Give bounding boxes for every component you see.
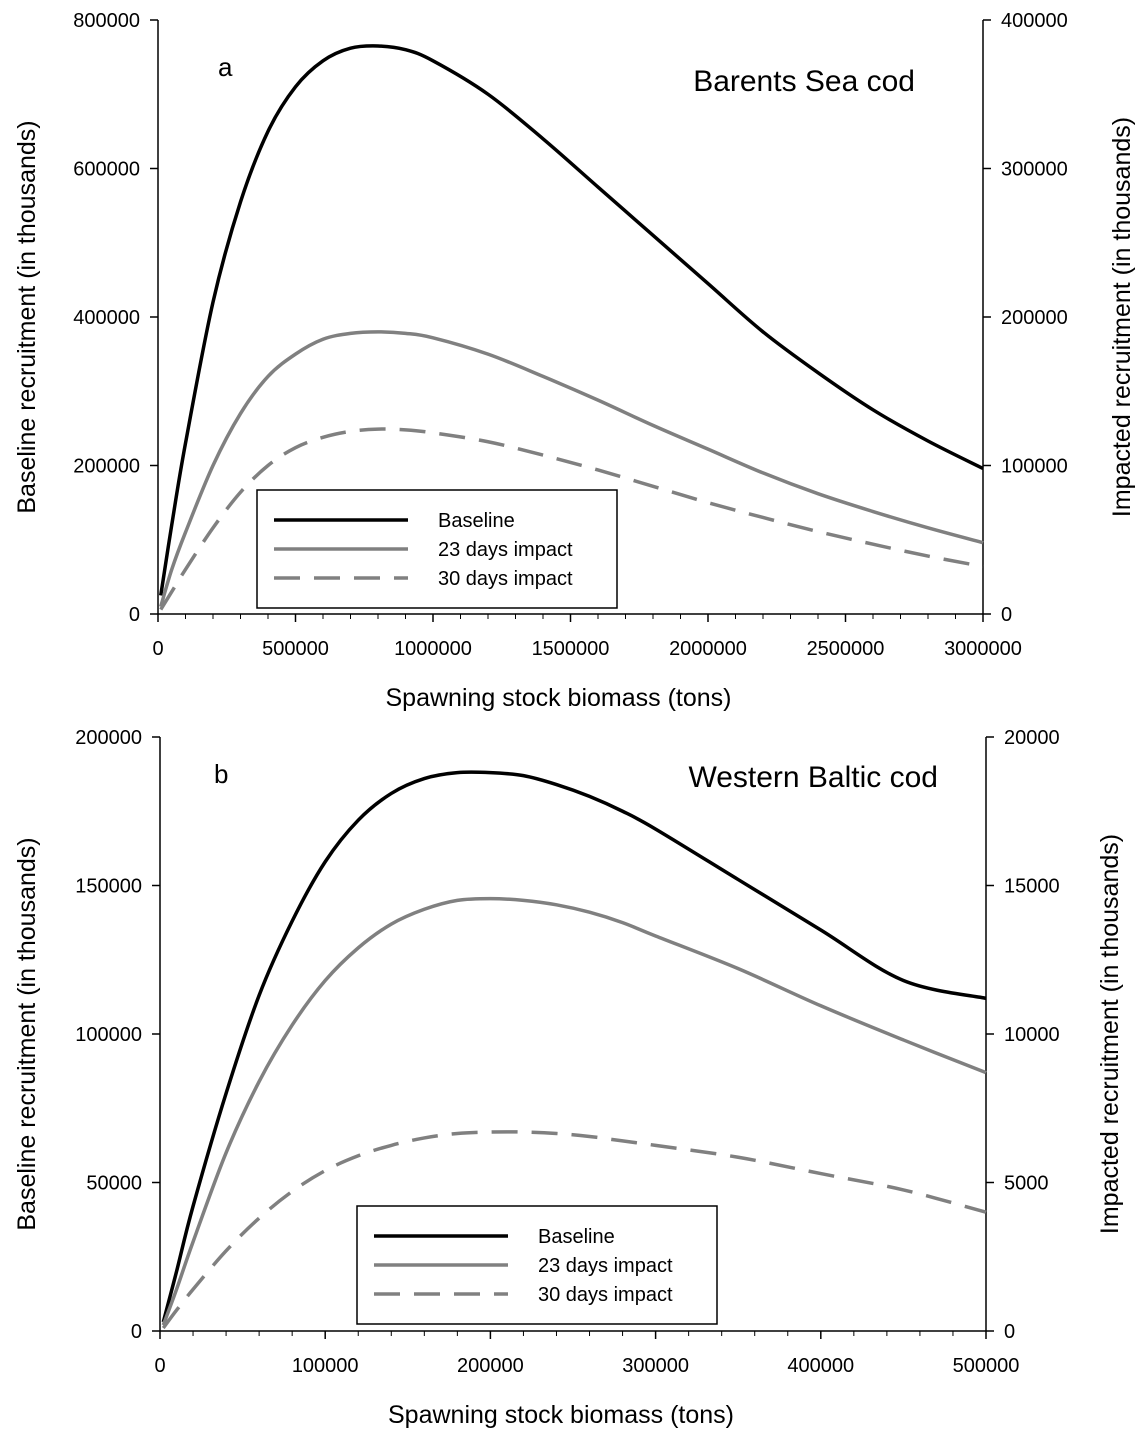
y-tick-label: 0 [131, 1321, 142, 1343]
chart-panel-b: 0 100000 200000 300000 400000 500000050000100… [13, 727, 1124, 1429]
legend-label: 23 days impact [438, 539, 573, 561]
y2-tick-label: 20000 [1004, 727, 1060, 749]
legend-label: Baseline [438, 510, 515, 532]
panel-letter: b [214, 759, 228, 789]
y2-axis-title: Impacted recruitment (in thousands) [1108, 117, 1136, 517]
series-line-baseline [161, 770, 987, 1323]
x-tick-label: 2500000 [807, 638, 885, 660]
y-tick-label: 0 [129, 604, 140, 626]
x-tick-label: 500000 [262, 638, 329, 660]
series-line-23-days-impact [159, 330, 984, 608]
y2-tick-label: 200000 [1001, 307, 1068, 329]
series-line-23-days-impact [161, 896, 987, 1326]
x-tick-label: 200000 [457, 1355, 524, 1377]
panel-letter: a [218, 52, 233, 82]
panel-title: Western Baltic cod [688, 761, 938, 794]
legend-label: 30 days impact [538, 1284, 673, 1306]
y2-tick-label: 10000 [1004, 1024, 1060, 1046]
y2-tick-label: 15000 [1004, 876, 1060, 898]
y-tick-label: 200000 [73, 456, 140, 478]
series-line-baseline [159, 44, 984, 596]
y2-tick-label: 0 [1004, 1321, 1015, 1343]
y-tick-label: 150000 [75, 876, 142, 898]
x-axis-title: Spawning stock biomass (tons) [388, 1401, 734, 1429]
y-tick-label: 400000 [73, 307, 140, 329]
y-tick-label: 200000 [75, 727, 142, 749]
x-tick-label: 1500000 [532, 638, 610, 660]
y-tick-label: 600000 [73, 159, 140, 181]
x-tick-label: 1000000 [394, 638, 472, 660]
legend-label: Baseline [538, 1226, 615, 1248]
legend: Baseline 23 days impact 30 days impact [256, 489, 618, 609]
legend-label: 23 days impact [538, 1255, 673, 1277]
x-tick-label: 2000000 [669, 638, 747, 660]
x-tick-label: 400000 [787, 1355, 854, 1377]
legend: Baseline 23 days impact 30 days impact [356, 1205, 718, 1325]
y-tick-label: 800000 [73, 10, 140, 32]
y2-tick-label: 0 [1001, 604, 1012, 626]
x-axis-title: Spawning stock biomass (tons) [386, 684, 732, 712]
y2-tick-label: 5000 [1004, 1173, 1049, 1195]
chart-panel-a: 0 500000 1000000 1500000 2000000 2500000 30000… [13, 10, 1136, 712]
x-tick-label: 500000 [953, 1355, 1020, 1377]
y-axis-title: Baseline recruitment (in thousands) [13, 120, 41, 513]
y2-tick-label: 100000 [1001, 456, 1068, 478]
series-line-30-days-impact [159, 427, 984, 611]
y-axis-title: Baseline recruitment (in thousands) [13, 837, 41, 1230]
panel-title: Barents Sea cod [693, 65, 915, 98]
x-tick-label: 300000 [622, 1355, 689, 1377]
x-tick-label: 100000 [292, 1355, 359, 1377]
y2-tick-label: 400000 [1001, 10, 1068, 32]
x-tick-label: 0 [152, 638, 163, 660]
y-tick-label: 100000 [75, 1024, 142, 1046]
legend-label: 30 days impact [438, 568, 573, 590]
x-tick-label: 3000000 [944, 638, 1022, 660]
y2-tick-label: 300000 [1001, 159, 1068, 181]
y-tick-label: 50000 [86, 1173, 142, 1195]
y2-axis-title: Impacted recruitment (in thousands) [1096, 834, 1124, 1234]
x-tick-label: 0 [154, 1355, 165, 1377]
series-line-30-days-impact [161, 1130, 987, 1330]
